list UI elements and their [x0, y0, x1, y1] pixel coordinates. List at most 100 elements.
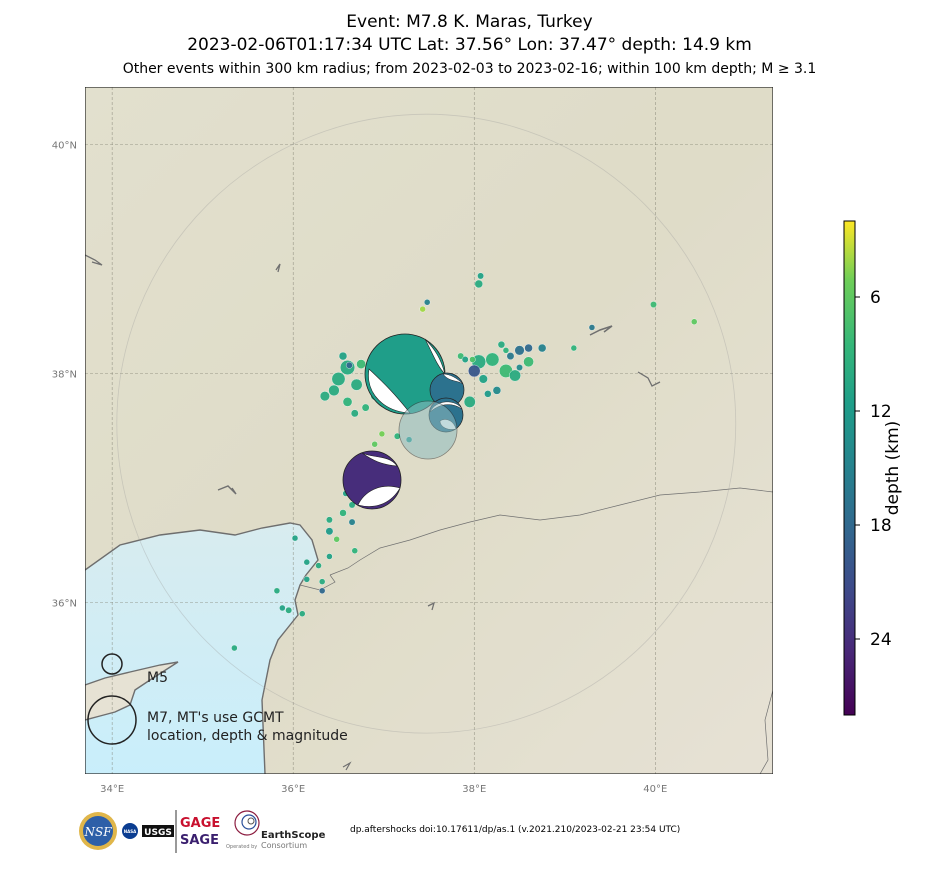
lake-hazar	[637, 371, 661, 387]
lake-south	[427, 601, 436, 611]
event-marker[interactable]	[342, 397, 353, 407]
moment-tensor-m6-0-north[interactable]	[429, 372, 465, 408]
event-marker[interactable]	[570, 344, 578, 352]
event-marker[interactable]	[485, 352, 500, 367]
axis-tick-labels: 36°N 38°N 40°N 34°E 36°E 38°E 40°E	[52, 140, 668, 795]
event-marker[interactable]	[524, 343, 533, 353]
svg-text:NASA: NASA	[124, 829, 137, 834]
event-marker[interactable]	[509, 369, 521, 382]
title-event-details: 2023-02-06T01:17:34 UTC Lat: 37.56° Lon:…	[187, 35, 752, 55]
legend-m5-label: M5	[147, 670, 168, 686]
event-marker[interactable]	[319, 391, 330, 402]
event-marker[interactable]	[303, 576, 310, 583]
nsf-logo: NSF	[79, 812, 117, 850]
event-marker[interactable]	[463, 395, 476, 408]
event-marker[interactable]	[356, 359, 366, 369]
svg-text:NSF: NSF	[83, 825, 112, 839]
event-marker[interactable]	[328, 384, 340, 397]
event-marker[interactable]	[378, 430, 386, 438]
event-marker[interactable]	[423, 299, 431, 306]
event-marker[interactable]	[477, 272, 484, 280]
lon-tick-label: 34°E	[100, 784, 124, 795]
lake-small-north	[275, 263, 281, 273]
event-marker[interactable]	[691, 318, 698, 325]
lake-keban	[589, 325, 613, 336]
event-marker[interactable]	[348, 501, 356, 509]
lake-ataturk	[217, 485, 237, 495]
event-marker[interactable]	[325, 527, 334, 536]
event-marker[interactable]	[371, 441, 378, 448]
event-marker[interactable]	[303, 558, 310, 566]
event-marker[interactable]	[478, 374, 488, 384]
lat-tick-label: 36°N	[52, 598, 77, 609]
event-marker[interactable]	[350, 378, 363, 391]
event-marker[interactable]	[457, 352, 465, 360]
map-area[interactable]	[85, 87, 773, 774]
event-marker[interactable]	[419, 305, 426, 313]
colorbar-tick-label: 18	[870, 516, 892, 536]
gage-logo: GAGE	[180, 816, 220, 831]
event-marker[interactable]	[492, 386, 502, 395]
event-marker[interactable]	[273, 587, 281, 594]
event-marker[interactable]	[279, 604, 286, 612]
legend-m5-circle	[101, 653, 123, 675]
mediterranean-sea	[85, 523, 318, 774]
event-marker[interactable]	[333, 536, 340, 543]
event-marker[interactable]	[502, 347, 510, 354]
event-marker[interactable]	[299, 610, 306, 617]
lat-tick-label: 38°N	[52, 369, 77, 380]
lake-small-east	[342, 761, 352, 771]
event-marker[interactable]	[291, 534, 299, 542]
event-marker[interactable]	[506, 352, 515, 360]
event-marker[interactable]	[338, 351, 348, 361]
event-marker[interactable]	[350, 409, 359, 418]
colorbar-ticks: 6 12 18 24	[855, 288, 892, 650]
event-marker[interactable]	[516, 364, 523, 371]
event-marker[interactable]	[497, 340, 506, 349]
colorbar: 6 12 18 24	[843, 220, 892, 716]
event-marker[interactable]	[461, 356, 469, 363]
event-marker[interactable]	[523, 356, 534, 368]
colorbar-gradient	[843, 220, 856, 716]
footer-logos: NSF NASA USGS GAGE SAGE EarthScope Conso…	[79, 810, 326, 853]
event-marker[interactable]	[326, 516, 333, 524]
event-marker[interactable]	[318, 587, 326, 594]
event-marker[interactable]	[318, 578, 326, 585]
event-marker[interactable]	[537, 343, 547, 353]
event-marker[interactable]	[348, 518, 356, 526]
consortium-wordmark: Consortium	[261, 841, 307, 850]
event-marker[interactable]	[285, 606, 293, 614]
event-marker[interactable]	[345, 361, 353, 369]
moment-tensor-m6-7[interactable]	[342, 450, 402, 510]
operated-by-text: Operated by	[226, 844, 257, 850]
event-marker[interactable]	[231, 644, 238, 652]
event-marker[interactable]	[469, 356, 476, 363]
event-marker[interactable]	[331, 372, 346, 386]
legend-m7-circle	[87, 695, 137, 745]
event-marker[interactable]	[468, 364, 481, 378]
nasa-logo: NASA	[122, 823, 138, 839]
colorbar-tick-label: 24	[870, 630, 892, 650]
event-marker[interactable]	[351, 547, 358, 554]
border-line-south	[299, 574, 336, 591]
event-marker[interactable]	[361, 403, 370, 412]
event-marker[interactable]	[514, 345, 525, 356]
earthscope-logo: EarthScope Consortium Operated by	[226, 810, 326, 850]
event-marker[interactable]	[588, 324, 596, 331]
coastline	[85, 522, 319, 774]
moment-tensor-m7-6[interactable]	[364, 333, 446, 415]
doi-citation[interactable]: dp.aftershocks doi:10.17611/dp/as.1 (v.2…	[350, 825, 681, 835]
search-radius-circle	[116, 113, 737, 734]
event-marker[interactable]	[484, 390, 492, 398]
svg-text:USGS: USGS	[144, 828, 172, 838]
mainshock-marker[interactable]	[398, 400, 458, 460]
lake-west	[85, 254, 103, 266]
lat-tick-label: 40°N	[52, 140, 77, 151]
event-marker[interactable]	[339, 509, 347, 517]
event-marker[interactable]	[326, 553, 333, 560]
event-marker[interactable]	[474, 279, 483, 289]
event-marker[interactable]	[650, 301, 657, 308]
title-search-criteria: Other events within 300 km radius; from …	[122, 61, 817, 77]
event-marker[interactable]	[315, 562, 322, 569]
lon-tick-label: 36°E	[281, 784, 305, 795]
